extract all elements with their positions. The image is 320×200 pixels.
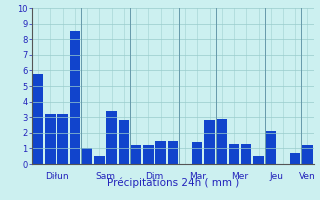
Bar bbox=[143, 145, 154, 164]
Text: Ven: Ven bbox=[299, 172, 316, 181]
Text: Mar: Mar bbox=[189, 172, 206, 181]
Bar bbox=[266, 131, 276, 164]
Text: Mer: Mer bbox=[232, 172, 249, 181]
Bar bbox=[119, 120, 129, 164]
Bar bbox=[168, 141, 178, 164]
Bar bbox=[94, 156, 105, 164]
Bar bbox=[82, 148, 92, 164]
Bar bbox=[241, 144, 252, 164]
X-axis label: Précipitations 24h ( mm ): Précipitations 24h ( mm ) bbox=[107, 178, 239, 188]
Bar bbox=[290, 153, 300, 164]
Bar bbox=[70, 31, 80, 164]
Bar bbox=[217, 119, 227, 164]
Bar bbox=[204, 120, 215, 164]
Text: Dim: Dim bbox=[145, 172, 164, 181]
Bar bbox=[155, 141, 166, 164]
Bar bbox=[229, 144, 239, 164]
Text: Sam: Sam bbox=[95, 172, 116, 181]
Bar bbox=[131, 145, 141, 164]
Bar bbox=[253, 156, 264, 164]
Bar bbox=[106, 111, 117, 164]
Bar bbox=[192, 142, 203, 164]
Bar bbox=[302, 145, 313, 164]
Bar bbox=[45, 114, 56, 164]
Text: Jeu: Jeu bbox=[270, 172, 284, 181]
Bar bbox=[57, 114, 68, 164]
Text: Diłun: Diłun bbox=[45, 172, 68, 181]
Bar bbox=[33, 74, 43, 164]
